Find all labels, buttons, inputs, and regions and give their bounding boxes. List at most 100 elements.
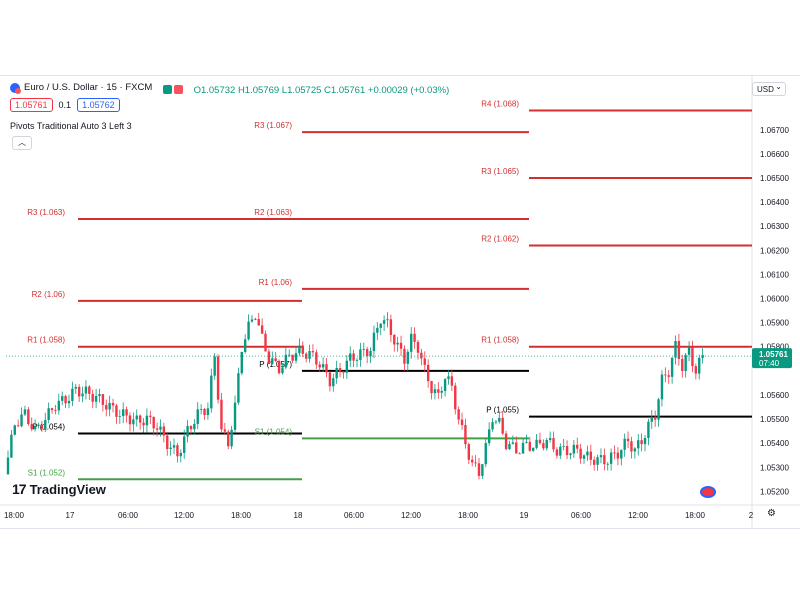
currency-select[interactable]: USD [752,80,786,96]
candle-body [603,455,606,465]
candle-body [318,364,321,368]
bar-countdown-label: 07:40 [759,359,780,368]
y-tick-label: 1.06700 [760,126,789,135]
x-tick-label: 06:00 [118,511,139,520]
pivot-label: S1 (1.052) [28,468,66,477]
candle-body [332,378,335,387]
pivot-label: R3 (1.063) [27,208,65,217]
candle-body [630,441,633,452]
last-price-label: 1.05761 [759,350,788,359]
candle-body [643,437,647,445]
candle-body [359,349,362,360]
candle-body [670,357,674,377]
candle-body [545,439,548,449]
candle-body [528,441,532,451]
candle-body [135,415,138,420]
candle-body [596,457,599,465]
candle-body [88,386,91,394]
candle-body [182,436,186,453]
symbol-name[interactable]: Euro / U.S. Dollar · 15 · FXCM [24,82,153,93]
candle-body [555,449,559,456]
candle-body [16,425,20,427]
candle-body [98,394,101,397]
candle-body [586,451,589,456]
pivot-label: R1 (1.058) [27,336,65,345]
candle-body [582,455,586,459]
settings-gear-icon[interactable]: ⚙ [767,508,776,519]
candle-body [606,463,609,465]
pivot-label: R3 (1.065) [481,167,519,176]
candle-body [443,379,447,391]
candle-body [277,360,281,374]
candle-body [515,442,518,454]
candle-body [54,410,57,411]
candle-body [349,353,352,361]
ohlc-high: H1.05769 [237,84,280,96]
candle-body [633,448,637,452]
candle-body [149,415,152,417]
candle-body [454,385,457,410]
market-status-icons [162,85,185,96]
candle-body [284,354,288,368]
candle-body [521,442,525,454]
candle-body [542,443,545,449]
candle-body [576,444,579,449]
candle-body [396,342,399,345]
candle-body [237,373,240,403]
eurusd-flag-icon [10,82,21,94]
pivot-label: R2 (1.062) [481,234,519,243]
candle-body [91,393,94,402]
pivot-label: R1 (1.06) [259,278,293,287]
candle-body [20,414,23,427]
candle-body [382,320,386,324]
candle-body [84,386,88,394]
candle-body [684,354,687,372]
candle-body [674,340,677,358]
pivot-label: R2 (1.06) [32,290,66,299]
candle-body [125,409,128,416]
candle-body [271,358,274,364]
sell-button[interactable]: 1.05761 [10,98,53,112]
candle-body [355,359,359,361]
collapse-legend-button[interactable]: ︿ [12,136,32,150]
candle-body [498,417,501,422]
candle-body [243,339,247,352]
y-tick-label: 1.06600 [760,150,789,159]
event-flag-icon[interactable] [700,486,716,498]
candle-body [74,386,77,389]
y-tick-label: 1.05400 [760,439,789,448]
y-tick-label: 1.06300 [760,222,789,231]
candle-body [108,402,111,410]
tradingview-logo[interactable]: 17 TradingView [12,481,106,497]
candle-body [47,408,50,420]
buy-button[interactable]: 1.05762 [77,98,120,112]
pivot-label: P (1.057) [259,360,292,369]
candle-body [430,381,433,394]
candle-body [264,333,267,352]
y-tick-label: 1.05900 [760,319,789,328]
pivot-label: S1 (1.054) [255,427,293,436]
candle-body [504,433,508,450]
trade-buttons: 1.05761 0.1 1.05762 [10,98,120,112]
candle-body [227,431,230,447]
market-open-icon [162,85,172,95]
candle-body [260,325,264,334]
ohlc-open: O1.05732 [193,84,236,96]
candle-body [372,332,376,351]
candle-body [10,434,13,458]
candle-body [81,393,84,397]
candle-body [471,459,474,463]
candle-body [105,404,108,410]
price-chart[interactable]: 1.06700 1.06600 1.06500 1.06400 1.06300 1.062… [0,76,800,528]
indicator-legend[interactable]: Pivots Traditional Auto 3 Left 3 [10,121,132,131]
candle-body [288,354,291,356]
candle-body [169,447,172,450]
candle-body [189,425,193,430]
candle-body [613,452,616,454]
candle-body [321,364,325,368]
candle-body [179,452,183,457]
candle-body [657,399,660,420]
candle-body [298,345,301,354]
candle-body [637,440,640,449]
candle-body [589,451,592,460]
